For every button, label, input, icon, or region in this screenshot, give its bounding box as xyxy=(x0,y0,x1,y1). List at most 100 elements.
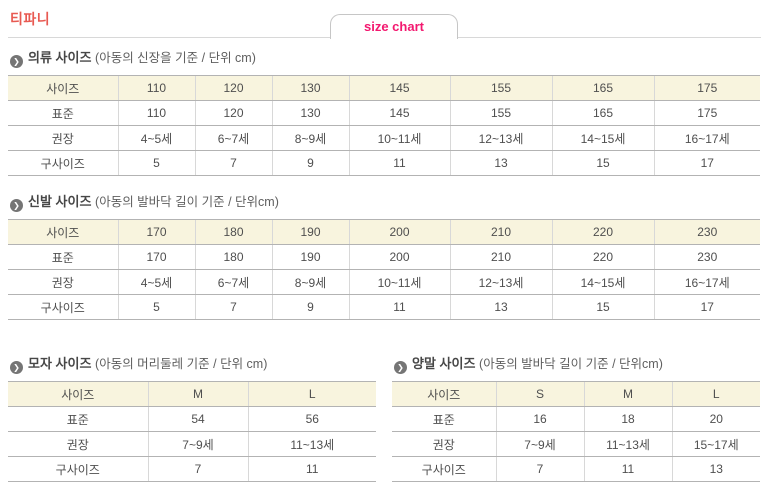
table-header-row: 사이즈 110 120 130 145 155 165 175 xyxy=(8,75,760,101)
size-table-clothing: 사이즈 110 120 130 145 155 165 175 표준 110 120 130 145 15… xyxy=(8,75,760,176)
table-cell: 4~5세 xyxy=(117,269,195,295)
table-cell: 120 xyxy=(194,100,272,126)
table-cell: 11 xyxy=(348,294,450,320)
table-cell: 11~13세 xyxy=(583,431,672,457)
table-cell: 12~13세 xyxy=(449,125,552,151)
size-column-header: 155 xyxy=(449,75,552,101)
table-cell: 8~9세 xyxy=(271,269,349,295)
size-column-header: 230 xyxy=(653,219,760,245)
table-cell: 20 xyxy=(671,406,760,432)
size-column-header: 170 xyxy=(117,219,195,245)
table-row: 구사이즈 7 11 13 xyxy=(392,456,760,482)
table-cell: 11 xyxy=(583,456,672,482)
table-cell: 190 xyxy=(271,244,349,270)
table-cell: 15~17세 xyxy=(671,431,760,457)
bottom-sections: ❯ 모자 사이즈 (아동의 머리둘레 기준 / 단위 cm) 사이즈 M L 표준 54 56… xyxy=(8,338,761,482)
table-cell: 180 xyxy=(194,244,272,270)
row-label: 표준 xyxy=(8,100,118,126)
table-cell: 11~13세 xyxy=(247,431,376,457)
table-cell: 14~15세 xyxy=(551,269,654,295)
table-cell: 130 xyxy=(271,100,349,126)
section-subtitle: (아동의 머리둘레 기준 / 단위 cm) xyxy=(95,357,268,371)
arrow-bullet-icon: ❯ xyxy=(10,55,23,68)
size-column-header: 145 xyxy=(348,75,450,101)
row-label-header: 사이즈 xyxy=(392,381,496,407)
table-cell: 18 xyxy=(583,406,672,432)
table-cell: 200 xyxy=(348,244,450,270)
table-cell: 145 xyxy=(348,100,450,126)
section-hats: ❯ 모자 사이즈 (아동의 머리둘레 기준 / 단위 cm) 사이즈 M L 표준 54 56… xyxy=(8,338,376,482)
row-label: 구사이즈 xyxy=(392,456,496,482)
table-row: 권장 4~5세 6~7세 8~9세 10~11세 12~13세 14~15세 16~17세 xyxy=(8,125,760,151)
table-cell: 230 xyxy=(653,244,760,270)
table-cell: 12~13세 xyxy=(449,269,552,295)
table-cell: 9 xyxy=(271,150,349,176)
table-row: 표준 170 180 190 200 210 220 230 xyxy=(8,244,760,270)
size-table-socks: 사이즈 S M L 표준 16 18 20 권장 7~9세 11~13세 15~17세 구사이즈 7 11 1… xyxy=(392,381,760,482)
row-label: 권장 xyxy=(8,125,118,151)
section-header: ❯ 모자 사이즈 (아동의 머리둘레 기준 / 단위 cm) xyxy=(10,356,374,374)
table-cell: 15 xyxy=(551,294,654,320)
table-row: 표준 110 120 130 145 155 165 175 xyxy=(8,100,760,126)
table-cell: 6~7세 xyxy=(194,125,272,151)
size-table-shoes: 사이즈 170 180 190 200 210 220 230 표준 170 180 190 200 21… xyxy=(8,219,760,320)
size-column-header: 220 xyxy=(551,219,654,245)
page-title: 티파니 xyxy=(10,11,51,27)
row-label: 표준 xyxy=(8,244,118,270)
table-cell: 9 xyxy=(271,294,349,320)
tab-size-chart[interactable]: size chart xyxy=(330,14,458,39)
table-cell: 11 xyxy=(348,150,450,176)
page-header: 티파니 size chart xyxy=(8,0,761,39)
section-header: ❯ 신발 사이즈 (아동의 발바닥 길이 기준 / 단위cm) xyxy=(10,194,759,212)
table-cell: 16~17세 xyxy=(653,269,760,295)
table-header-row: 사이즈 M L xyxy=(8,381,376,407)
size-column-header: L xyxy=(247,381,376,407)
table-cell: 5 xyxy=(117,150,195,176)
table-cell: 110 xyxy=(117,100,195,126)
table-cell: 7 xyxy=(194,150,272,176)
table-cell: 17 xyxy=(653,150,760,176)
table-cell: 7 xyxy=(194,294,272,320)
row-label: 권장 xyxy=(8,269,118,295)
arrow-bullet-icon: ❯ xyxy=(10,199,23,212)
size-column-header: 120 xyxy=(194,75,272,101)
section-title: 신발 사이즈 xyxy=(28,194,92,209)
table-cell: 56 xyxy=(247,406,376,432)
table-cell: 15 xyxy=(551,150,654,176)
row-label: 구사이즈 xyxy=(8,150,118,176)
table-cell: 13 xyxy=(449,294,552,320)
size-column-header: 180 xyxy=(194,219,272,245)
size-column-header: 200 xyxy=(348,219,450,245)
row-label: 권장 xyxy=(8,431,148,457)
row-label-header: 사이즈 xyxy=(8,381,148,407)
section-subtitle: (아동의 신장을 기준 / 단위 cm) xyxy=(95,51,256,65)
table-row: 구사이즈 7 11 xyxy=(8,456,376,482)
row-label: 권장 xyxy=(392,431,496,457)
row-label: 표준 xyxy=(392,406,496,432)
table-cell: 10~11세 xyxy=(348,125,450,151)
table-row: 표준 16 18 20 xyxy=(392,406,760,432)
row-label: 구사이즈 xyxy=(8,456,148,482)
row-label: 구사이즈 xyxy=(8,294,118,320)
table-cell: 13 xyxy=(671,456,760,482)
size-column-header: 190 xyxy=(271,219,349,245)
table-cell: 220 xyxy=(551,244,654,270)
table-cell: 7 xyxy=(495,456,584,482)
table-cell: 4~5세 xyxy=(117,125,195,151)
table-cell: 13 xyxy=(449,150,552,176)
table-row: 권장 7~9세 11~13세 xyxy=(8,431,376,457)
size-column-header: 165 xyxy=(551,75,654,101)
table-cell: 54 xyxy=(147,406,248,432)
section-subtitle: (아동의 발바닥 길이 기준 / 단위cm) xyxy=(479,357,663,371)
size-column-header: M xyxy=(583,381,672,407)
table-header-row: 사이즈 S M L xyxy=(392,381,760,407)
row-label-header: 사이즈 xyxy=(8,75,118,101)
arrow-bullet-icon: ❯ xyxy=(394,361,407,374)
table-cell: 210 xyxy=(449,244,552,270)
table-cell: 170 xyxy=(117,244,195,270)
size-column-header: M xyxy=(147,381,248,407)
table-cell: 10~11세 xyxy=(348,269,450,295)
row-label-header: 사이즈 xyxy=(8,219,118,245)
table-cell: 7~9세 xyxy=(495,431,584,457)
